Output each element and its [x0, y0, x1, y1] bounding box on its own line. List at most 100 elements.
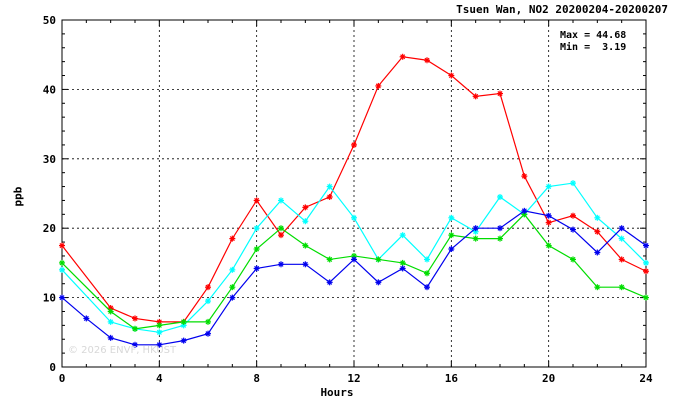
data-point [326, 183, 333, 190]
data-point [156, 322, 163, 329]
y-tick-label: 40 [43, 83, 56, 96]
x-tick-label: 4 [156, 372, 163, 385]
data-point [570, 212, 576, 219]
data-point [375, 82, 382, 89]
data-point [302, 204, 309, 211]
data-point [107, 308, 114, 315]
data-point [205, 298, 211, 305]
series-0 [59, 53, 649, 325]
series-3 [59, 207, 649, 348]
data-point [399, 259, 406, 266]
data-point [618, 225, 625, 232]
max-value: 44.68 [596, 30, 627, 41]
data-point [497, 235, 503, 242]
data-point [107, 318, 114, 325]
data-point [424, 256, 430, 263]
x-axis-label: Hours [320, 386, 354, 399]
data-point [132, 325, 138, 332]
y-tick-label: 20 [43, 222, 56, 235]
data-point [253, 197, 260, 204]
data-point [180, 337, 187, 344]
data-point [205, 284, 211, 291]
data-point [326, 279, 333, 286]
y-tick-label: 50 [43, 14, 56, 27]
data-point [618, 284, 625, 291]
x-tick-label: 20 [542, 372, 555, 385]
data-point [107, 334, 114, 341]
data-point [205, 318, 211, 325]
data-point [448, 214, 455, 221]
data-point [570, 180, 576, 187]
data-point [594, 284, 601, 291]
data-point [570, 256, 576, 263]
data-point [424, 284, 430, 291]
series-line [61, 182, 647, 333]
data-point [326, 256, 333, 263]
data-point [399, 53, 406, 60]
data-point [448, 232, 455, 239]
y-tick-label: 10 [43, 292, 56, 305]
data-point [229, 294, 236, 301]
y-tick-label: 30 [43, 153, 56, 166]
data-point [424, 270, 430, 277]
data-point [643, 294, 649, 301]
data-point [59, 242, 65, 249]
x-tick-label: 12 [347, 372, 360, 385]
data-point [253, 225, 260, 232]
stats-box: Max = 44.68 Min = 3.19 [560, 30, 626, 54]
data-point [448, 72, 455, 79]
x-tick-label: 24 [639, 372, 653, 385]
data-point [424, 57, 430, 64]
data-point [180, 318, 187, 325]
data-point [278, 225, 284, 232]
data-point [594, 249, 601, 256]
data-point [545, 183, 552, 190]
data-point [302, 261, 309, 268]
data-point [83, 315, 90, 322]
data-point [253, 265, 260, 272]
data-point [156, 329, 163, 336]
data-point [278, 232, 284, 239]
axes [61, 19, 647, 368]
data-point [205, 330, 211, 337]
data-point [351, 256, 357, 263]
data-point [399, 232, 406, 239]
x-tick-label: 16 [445, 372, 459, 385]
data-point [570, 226, 576, 233]
data-point [302, 242, 309, 249]
data-point [253, 246, 260, 253]
data-point [132, 315, 138, 322]
data-point [59, 259, 65, 266]
data-point [594, 214, 601, 221]
min-value: 3.19 [602, 42, 627, 53]
data-point [545, 242, 552, 249]
data-point [229, 235, 236, 242]
data-point [278, 197, 284, 204]
data-point [375, 256, 382, 263]
tick-labels: 0 4 8 12 16 20 24 0 10 20 30 40 50 [43, 14, 653, 385]
x-tick-label: 0 [59, 372, 66, 385]
data-point [472, 235, 479, 242]
data-point [59, 266, 65, 273]
data-point [132, 341, 138, 348]
data-point [278, 261, 284, 268]
grid-lines [62, 20, 646, 367]
data-point [594, 228, 601, 235]
data-point [497, 90, 503, 97]
data-point [545, 219, 552, 226]
data-point [302, 218, 309, 225]
data-point [448, 246, 455, 253]
y-tick-label: 0 [49, 361, 56, 374]
data-point [326, 193, 333, 200]
data-point [351, 214, 357, 221]
series-lines [59, 53, 649, 348]
data-point [618, 235, 625, 242]
data-point [521, 207, 528, 214]
plot-frame [61, 19, 647, 368]
series-2 [59, 211, 649, 332]
data-point [643, 268, 649, 275]
data-point [472, 93, 479, 100]
data-point [156, 341, 163, 348]
watermark: © 2026 ENVF, HKUST [68, 345, 177, 356]
